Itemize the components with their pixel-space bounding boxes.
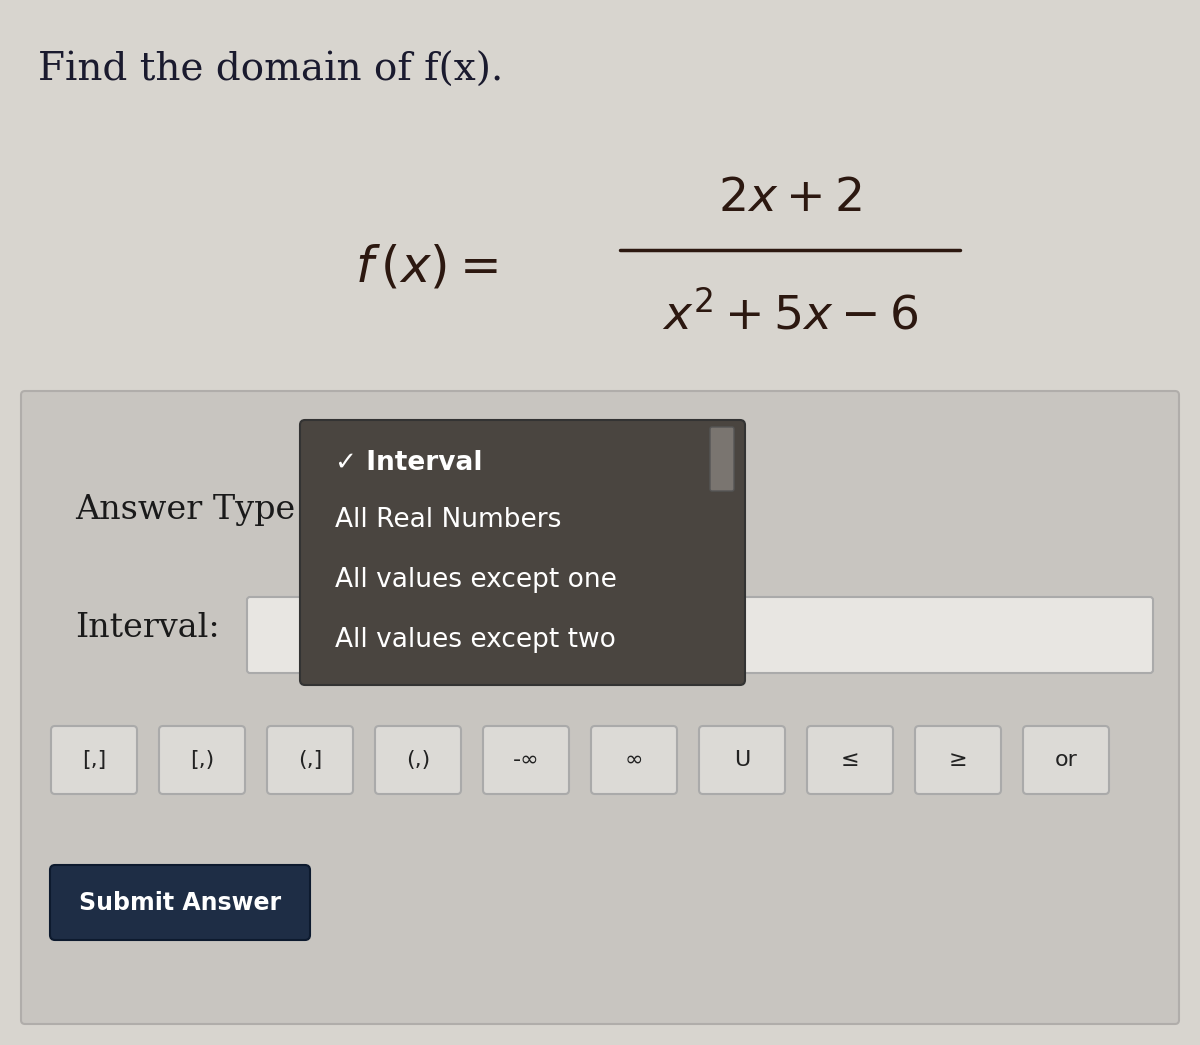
Text: All values except two: All values except two xyxy=(335,627,616,653)
Text: $f\,(x) =$: $f\,(x) =$ xyxy=(355,243,498,293)
Text: All Real Numbers: All Real Numbers xyxy=(335,507,562,533)
FancyBboxPatch shape xyxy=(300,420,745,686)
Text: (,]: (,] xyxy=(298,750,322,770)
Text: (,): (,) xyxy=(406,750,430,770)
Text: ✓ Interval: ✓ Interval xyxy=(335,450,482,477)
FancyBboxPatch shape xyxy=(808,726,893,794)
FancyBboxPatch shape xyxy=(374,726,461,794)
Text: $x^2 + 5x - 6$: $x^2 + 5x - 6$ xyxy=(661,292,918,339)
FancyBboxPatch shape xyxy=(247,597,1153,673)
FancyBboxPatch shape xyxy=(22,391,1178,1024)
Text: U: U xyxy=(734,750,750,770)
Text: ≥: ≥ xyxy=(949,750,967,770)
FancyBboxPatch shape xyxy=(698,726,785,794)
FancyBboxPatch shape xyxy=(266,726,353,794)
FancyBboxPatch shape xyxy=(482,726,569,794)
FancyBboxPatch shape xyxy=(1022,726,1109,794)
Text: All values except one: All values except one xyxy=(335,567,617,593)
Text: -∞: -∞ xyxy=(512,750,539,770)
Text: ∞: ∞ xyxy=(625,750,643,770)
Text: [,]: [,] xyxy=(82,750,106,770)
Text: ≤: ≤ xyxy=(841,750,859,770)
FancyBboxPatch shape xyxy=(158,726,245,794)
Text: Find the domain of f(x).: Find the domain of f(x). xyxy=(38,52,503,89)
FancyBboxPatch shape xyxy=(592,726,677,794)
FancyBboxPatch shape xyxy=(916,726,1001,794)
FancyBboxPatch shape xyxy=(50,865,310,940)
Text: Interval:: Interval: xyxy=(74,612,220,644)
Text: or: or xyxy=(1055,750,1078,770)
Text: Answer Type: Answer Type xyxy=(74,494,295,526)
Text: Submit Answer: Submit Answer xyxy=(79,890,281,914)
FancyBboxPatch shape xyxy=(50,726,137,794)
Text: [,): [,) xyxy=(190,750,214,770)
FancyBboxPatch shape xyxy=(710,427,734,491)
Text: $2x + 2$: $2x + 2$ xyxy=(719,176,862,220)
